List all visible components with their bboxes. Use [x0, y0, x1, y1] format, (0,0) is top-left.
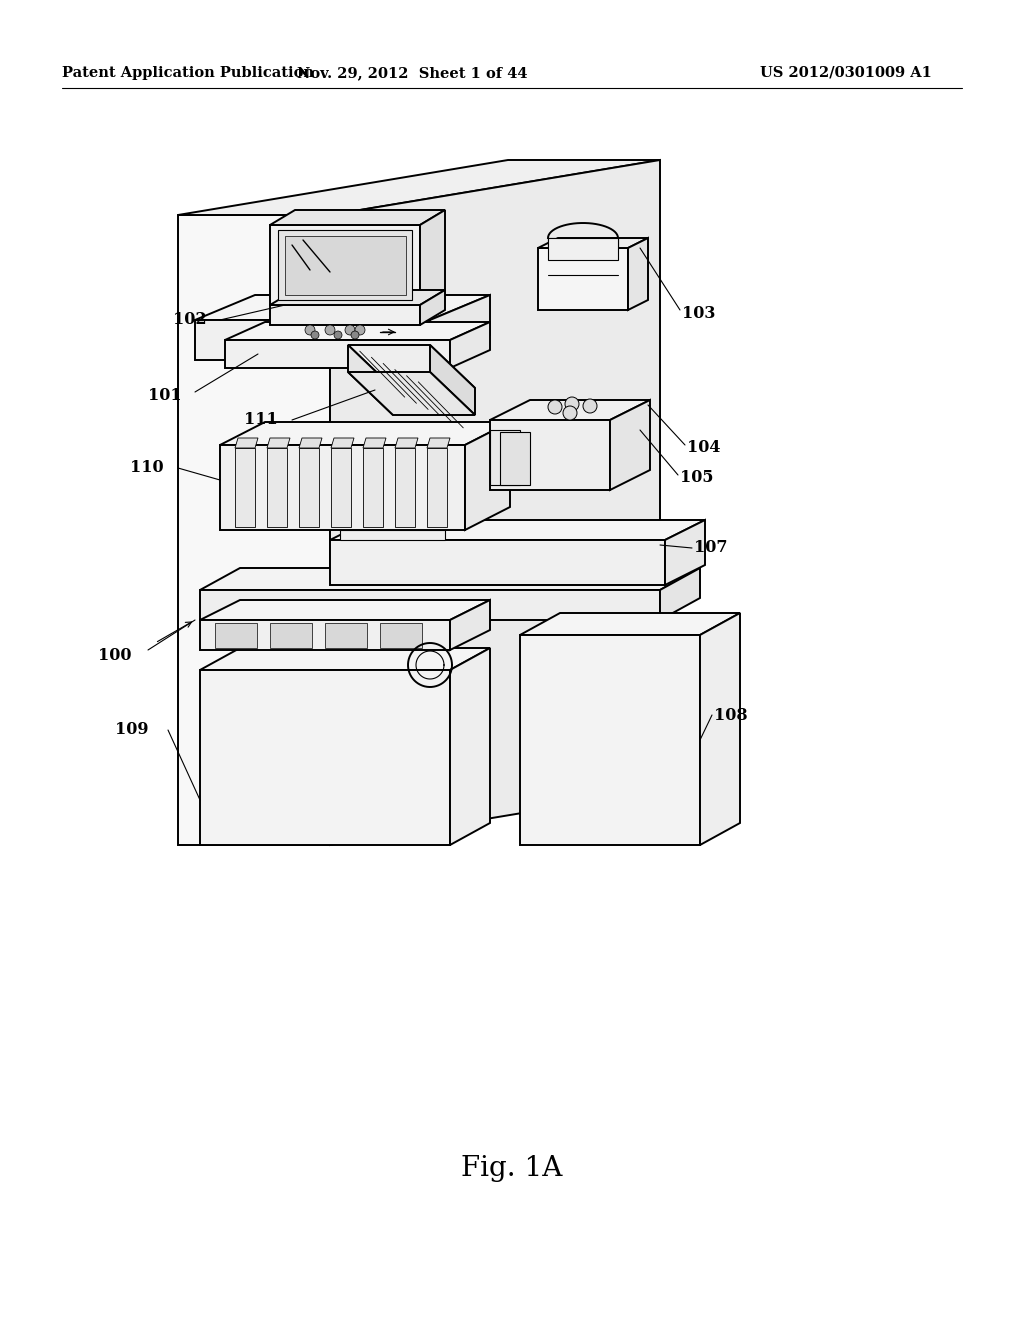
- Text: 110: 110: [130, 459, 164, 477]
- Polygon shape: [430, 345, 475, 414]
- Polygon shape: [220, 445, 465, 531]
- Text: 101: 101: [148, 388, 181, 404]
- Circle shape: [563, 407, 577, 420]
- Circle shape: [583, 399, 597, 413]
- Polygon shape: [285, 236, 406, 294]
- Text: Patent Application Publication: Patent Application Publication: [62, 66, 314, 81]
- Polygon shape: [270, 210, 445, 224]
- Polygon shape: [299, 438, 322, 447]
- Circle shape: [325, 325, 335, 335]
- Polygon shape: [270, 290, 445, 305]
- Polygon shape: [234, 447, 255, 527]
- Polygon shape: [270, 305, 420, 325]
- Polygon shape: [665, 520, 705, 585]
- Polygon shape: [348, 372, 475, 414]
- Polygon shape: [427, 438, 450, 447]
- Polygon shape: [538, 248, 628, 310]
- Circle shape: [351, 331, 359, 339]
- Polygon shape: [267, 438, 290, 447]
- Polygon shape: [225, 341, 450, 368]
- Polygon shape: [200, 671, 450, 845]
- Polygon shape: [450, 648, 490, 845]
- Polygon shape: [225, 322, 490, 341]
- Polygon shape: [420, 290, 445, 325]
- Polygon shape: [628, 238, 648, 310]
- Polygon shape: [200, 620, 450, 649]
- Polygon shape: [340, 531, 445, 540]
- Polygon shape: [548, 238, 618, 248]
- Circle shape: [305, 325, 315, 335]
- Polygon shape: [195, 294, 490, 319]
- Circle shape: [345, 325, 355, 335]
- Circle shape: [334, 331, 342, 339]
- Polygon shape: [490, 400, 650, 420]
- Polygon shape: [520, 612, 740, 635]
- Polygon shape: [380, 623, 422, 648]
- Polygon shape: [270, 623, 312, 648]
- Polygon shape: [270, 224, 420, 305]
- Polygon shape: [331, 447, 351, 527]
- Text: 102: 102: [173, 312, 207, 329]
- Text: 111: 111: [244, 412, 278, 429]
- Circle shape: [311, 331, 319, 339]
- Polygon shape: [660, 568, 700, 620]
- Polygon shape: [490, 430, 520, 484]
- Text: 108: 108: [714, 706, 748, 723]
- Polygon shape: [325, 623, 367, 648]
- Polygon shape: [538, 238, 648, 248]
- Text: 100: 100: [98, 647, 131, 664]
- Circle shape: [548, 400, 562, 414]
- Polygon shape: [548, 238, 618, 260]
- Polygon shape: [200, 648, 490, 671]
- Polygon shape: [215, 623, 257, 648]
- Polygon shape: [278, 230, 412, 300]
- Text: Nov. 29, 2012  Sheet 1 of 44: Nov. 29, 2012 Sheet 1 of 44: [297, 66, 527, 81]
- Polygon shape: [330, 160, 660, 845]
- Polygon shape: [220, 422, 510, 445]
- Polygon shape: [348, 345, 393, 414]
- Polygon shape: [362, 447, 383, 527]
- Polygon shape: [450, 601, 490, 649]
- Polygon shape: [178, 160, 660, 215]
- Polygon shape: [330, 540, 665, 585]
- Polygon shape: [500, 432, 530, 484]
- Polygon shape: [200, 568, 700, 590]
- Text: 103: 103: [682, 305, 716, 322]
- Text: Fig. 1A: Fig. 1A: [462, 1155, 562, 1181]
- Polygon shape: [700, 612, 740, 845]
- Polygon shape: [331, 438, 354, 447]
- Polygon shape: [178, 215, 330, 845]
- Circle shape: [565, 397, 579, 411]
- Polygon shape: [520, 635, 700, 845]
- Polygon shape: [200, 601, 490, 620]
- Polygon shape: [362, 438, 386, 447]
- Polygon shape: [299, 447, 319, 527]
- Polygon shape: [490, 420, 610, 490]
- Polygon shape: [465, 422, 510, 531]
- Polygon shape: [450, 322, 490, 368]
- Circle shape: [355, 325, 365, 335]
- Polygon shape: [420, 210, 445, 305]
- Text: US 2012/0301009 A1: US 2012/0301009 A1: [760, 66, 932, 81]
- Text: 107: 107: [694, 540, 727, 557]
- Text: 109: 109: [115, 722, 148, 738]
- Polygon shape: [430, 294, 490, 360]
- Polygon shape: [234, 438, 258, 447]
- Text: 105: 105: [680, 470, 714, 487]
- Polygon shape: [610, 400, 650, 490]
- Polygon shape: [267, 447, 287, 527]
- Polygon shape: [195, 319, 430, 360]
- Polygon shape: [395, 438, 418, 447]
- Polygon shape: [395, 447, 415, 527]
- Polygon shape: [348, 345, 475, 388]
- Polygon shape: [427, 447, 447, 527]
- Text: 104: 104: [687, 440, 721, 457]
- Polygon shape: [330, 520, 705, 540]
- Polygon shape: [200, 590, 660, 620]
